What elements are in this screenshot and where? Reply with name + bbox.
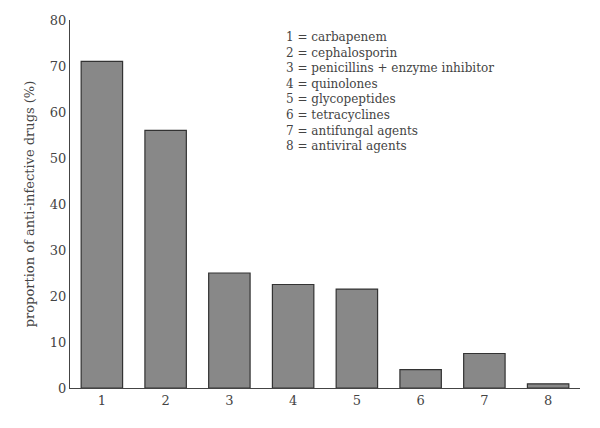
svg-text:3: 3 <box>225 393 233 408</box>
svg-text:50: 50 <box>50 151 67 166</box>
svg-text:0: 0 <box>58 381 66 396</box>
svg-text:1: 1 <box>98 393 106 408</box>
svg-text:20: 20 <box>50 289 67 304</box>
svg-text:5: 5 <box>353 393 361 408</box>
svg-text:30: 30 <box>50 243 67 258</box>
svg-text:60: 60 <box>50 105 67 120</box>
svg-text:2: 2 <box>161 393 169 408</box>
svg-text:70: 70 <box>50 59 67 74</box>
svg-text:proportion of anti-infective d: proportion of anti-infective drugs (%) <box>22 81 37 328</box>
svg-text:80: 80 <box>50 13 67 28</box>
svg-text:6: 6 <box>416 393 424 408</box>
svg-text:8: 8 <box>544 393 552 408</box>
svg-text:10: 10 <box>50 335 67 350</box>
svg-text:7: 7 <box>480 393 488 408</box>
svg-text:40: 40 <box>50 197 67 212</box>
svg-text:1 = carbapenem2 = cephalospori: 1 = carbapenem2 = cephalosporin3 = penic… <box>286 30 494 153</box>
svg-text:4: 4 <box>289 393 297 408</box>
